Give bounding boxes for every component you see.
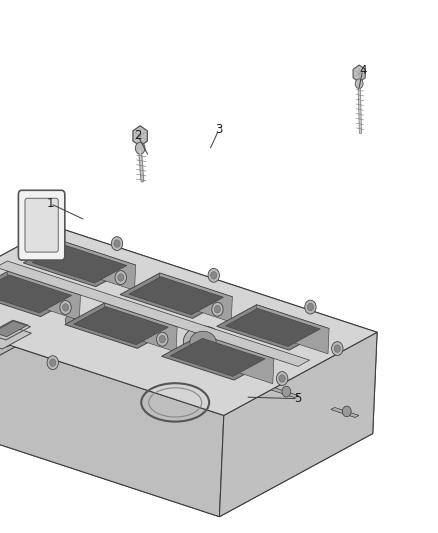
Circle shape (115, 271, 127, 285)
Polygon shape (54, 317, 82, 327)
Polygon shape (353, 65, 365, 82)
Polygon shape (159, 273, 233, 322)
Circle shape (63, 304, 69, 311)
Polygon shape (0, 328, 373, 516)
Polygon shape (62, 241, 136, 290)
Text: 5: 5 (294, 392, 301, 405)
Polygon shape (190, 361, 218, 371)
Polygon shape (0, 227, 377, 415)
FancyBboxPatch shape (25, 198, 58, 252)
Polygon shape (0, 271, 81, 317)
Polygon shape (0, 275, 71, 313)
Circle shape (332, 342, 343, 356)
Polygon shape (0, 310, 224, 516)
Polygon shape (270, 387, 298, 398)
Circle shape (157, 332, 168, 346)
Polygon shape (162, 335, 274, 380)
Polygon shape (170, 338, 265, 376)
Polygon shape (74, 306, 168, 345)
Circle shape (279, 375, 285, 382)
Text: 2: 2 (134, 130, 142, 142)
Circle shape (208, 269, 219, 282)
Polygon shape (114, 336, 142, 346)
Circle shape (114, 240, 120, 247)
Polygon shape (25, 279, 47, 326)
Polygon shape (0, 319, 46, 347)
Circle shape (276, 372, 288, 385)
Circle shape (214, 305, 220, 313)
Text: 3: 3 (215, 123, 223, 136)
Circle shape (305, 300, 316, 314)
Circle shape (201, 360, 210, 370)
Circle shape (21, 240, 33, 254)
Polygon shape (129, 277, 223, 314)
Polygon shape (103, 303, 177, 352)
Circle shape (24, 243, 30, 251)
Polygon shape (7, 271, 81, 320)
Polygon shape (0, 327, 32, 349)
Text: 1: 1 (46, 197, 54, 210)
Circle shape (60, 301, 71, 314)
Polygon shape (0, 320, 28, 337)
Circle shape (126, 335, 134, 346)
Circle shape (355, 79, 363, 88)
Polygon shape (200, 335, 274, 384)
Circle shape (118, 274, 124, 281)
Polygon shape (65, 303, 177, 349)
Polygon shape (331, 407, 359, 417)
Circle shape (47, 356, 58, 369)
Polygon shape (226, 309, 320, 346)
Circle shape (212, 302, 223, 316)
Ellipse shape (183, 326, 223, 358)
Polygon shape (120, 273, 233, 318)
Circle shape (49, 359, 56, 366)
Circle shape (334, 345, 340, 352)
Circle shape (65, 315, 74, 326)
Circle shape (135, 142, 145, 154)
Text: 4: 4 (359, 64, 367, 77)
Ellipse shape (190, 331, 216, 353)
Circle shape (307, 303, 314, 311)
Polygon shape (0, 261, 310, 366)
Polygon shape (50, 227, 377, 433)
Circle shape (111, 237, 123, 251)
Circle shape (282, 386, 291, 397)
Polygon shape (255, 305, 329, 354)
Circle shape (211, 272, 217, 279)
Circle shape (159, 335, 166, 343)
Polygon shape (217, 305, 329, 350)
Polygon shape (219, 332, 377, 516)
Polygon shape (0, 227, 55, 411)
Polygon shape (32, 245, 127, 283)
Polygon shape (133, 126, 147, 146)
Polygon shape (23, 241, 136, 287)
Circle shape (343, 406, 351, 417)
FancyBboxPatch shape (18, 190, 65, 260)
